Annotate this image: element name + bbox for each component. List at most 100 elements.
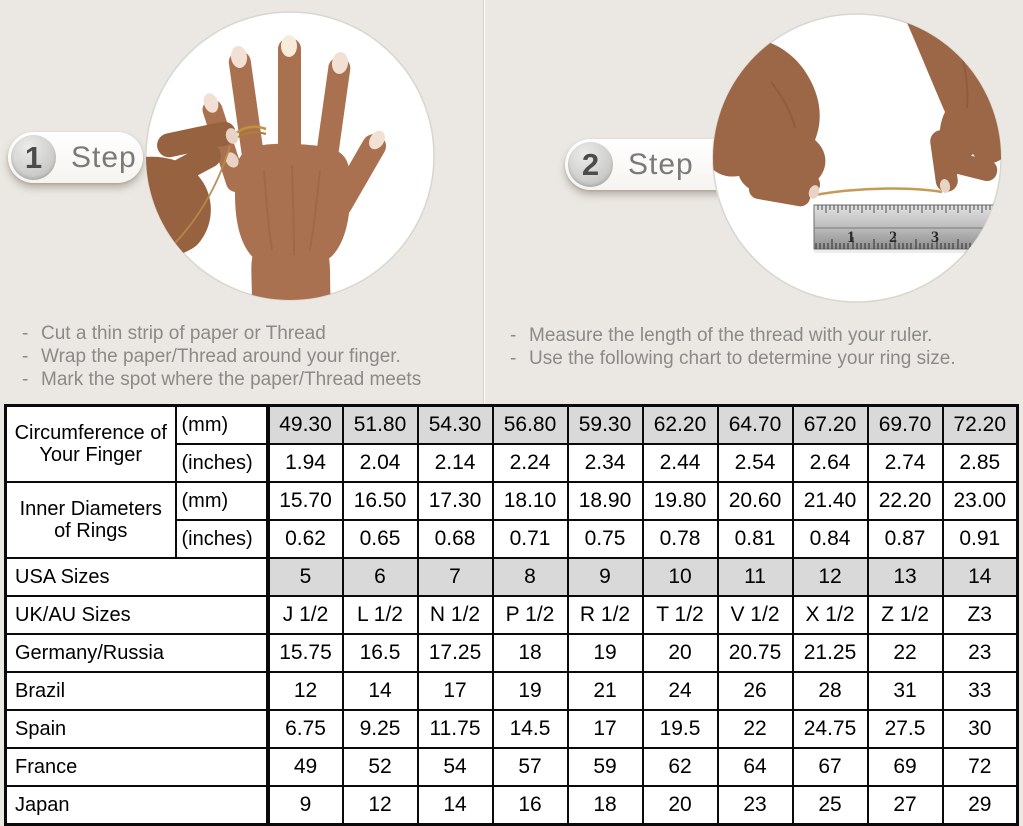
table-cell: 22.20 [866,481,944,521]
table-row-japan: Japan 9 12 14 16 18 20 23 25 27 29 [4,785,1019,826]
row-label: France [4,747,270,787]
thread [813,187,943,197]
instruction-text: Wrap the paper/Thread around your finger… [41,346,401,367]
table-cell: 2.04 [341,443,419,483]
table-cell: 0.87 [866,519,944,559]
row-label: Brazil [4,671,270,711]
table-cell: 10 [641,557,719,597]
instruction-line: - Measure the length of the thread with … [510,324,956,347]
table-cell: P 1/2 [491,595,569,635]
step1-number: 1 [24,139,43,175]
unit-label: (inches) [174,443,270,483]
table-cell: 0.68 [416,519,494,559]
table-row-france: France 49 52 54 57 59 62 64 67 69 72 [4,747,1019,787]
table-cell: 16.50 [341,481,419,521]
step1-instructions: - Cut a thin strip of paper or Thread - … [22,322,421,391]
table-cell: 31 [866,671,944,711]
table-cell: 18.90 [566,481,644,521]
table-cell: 64 [716,747,794,787]
table-cell: 27.5 [866,709,944,749]
table-cell: 0.71 [491,519,569,559]
table-cell: 11 [716,557,794,597]
row-label: UK/AU Sizes [4,595,270,635]
table-cell: 0.78 [641,519,719,559]
table-cell: 20.60 [716,481,794,521]
ruler-number-3: 3 [931,229,939,246]
table-cell: 15.70 [266,481,344,521]
instruction-text: Use the following chart to determine you… [529,348,956,369]
table-cell: 57 [491,747,569,787]
table-cell: 19 [566,633,644,673]
instruction-line: - Use the following chart to determine y… [510,347,956,370]
table-cell: 2.34 [566,443,644,483]
table-cell: X 1/2 [791,595,869,635]
instruction-line: - Wrap the paper/Thread around your fing… [22,345,421,368]
table-cell: 21 [566,671,644,711]
table-cell: 62.20 [641,404,719,445]
table-cell: L 1/2 [341,595,419,635]
ring-size-table-section: Circumference of Your Finger (mm) 49.30 … [4,404,1019,826]
table-cell: 54 [416,747,494,787]
table-cell: Z 1/2 [866,595,944,635]
table-cell: 64.70 [716,404,794,445]
table-cell: 17 [416,671,494,711]
table-row-diameter-inches: (inches) 0.62 0.65 0.68 0.71 0.75 0.78 0… [6,519,1019,559]
table-cell: 21.25 [791,633,869,673]
step2-number: 2 [581,146,600,182]
table-cell: 25 [791,785,869,826]
instruction-text: Measure the length of the thread with yo… [529,325,933,346]
row-group-label: Inner Diameters of Rings [4,481,177,559]
step1-badge: 1 Step [8,132,143,183]
table-cell: 18.10 [491,481,569,521]
table-cell: 14 [416,785,494,826]
step1-number-circle: 1 [11,135,56,180]
table-cell: 22 [716,709,794,749]
table-row-spain: Spain 6.75 9.25 11.75 14.5 17 19.5 22 24… [4,709,1019,749]
step2-label: Step [628,147,694,181]
instruction-text: Cut a thin strip of paper or Thread [41,323,326,344]
unit-label: (mm) [174,404,270,445]
table-cell: 12 [341,785,419,826]
table-cell: 19.5 [641,709,719,749]
step2-panel: 2 Step [483,0,1023,404]
instruction-line: - Cut a thin strip of paper or Thread [22,322,421,345]
table-row-circumference-mm: Circumference of Your Finger (mm) 49.30 … [4,404,1019,483]
table-cell: 27 [866,785,944,826]
ruler-number-1: 1 [847,229,855,246]
table-cell: 11.75 [416,709,494,749]
table-cell: 72.20 [941,404,1019,445]
table-cell: 18 [566,785,644,826]
unit-label: (inches) [174,519,270,559]
bullet-dash: - [22,323,29,344]
step2-instructions: - Measure the length of the thread with … [510,324,956,370]
ruler-ticks-top [817,205,1001,213]
table-cell: 33 [941,671,1019,711]
table-cell: 0.65 [341,519,419,559]
table-cell: 2.54 [716,443,794,483]
table-cell: 24 [641,671,719,711]
table-cell: 2.44 [641,443,719,483]
table-cell: 26 [716,671,794,711]
table-cell: 6.75 [266,709,344,749]
step1-label: Step [71,140,137,174]
table-cell: 20 [641,785,719,826]
table-row-circumference-inches: (inches) 1.94 2.04 2.14 2.24 2.34 2.44 2… [6,443,1019,483]
table-cell: 1.94 [266,443,344,483]
table-cell: 0.75 [566,519,644,559]
table-cell: 2.14 [416,443,494,483]
table-cell: 20 [641,633,719,673]
bullet-dash: - [22,346,29,367]
table-cell: 24.75 [791,709,869,749]
table-cell: 20.75 [716,633,794,673]
step2-number-circle: 2 [568,142,613,187]
table-cell: J 1/2 [266,595,344,635]
row-group-label: Circumference of Your Finger [4,404,177,483]
right-hand [897,14,1001,193]
table-cell: 56.80 [491,404,569,445]
table-cell: 15.75 [266,633,344,673]
table-cell: 52 [341,747,419,787]
hand-with-thread-illustration [145,11,435,301]
table-cell: 69 [866,747,944,787]
table-cell: 12 [266,671,344,711]
table-cell: 62 [641,747,719,787]
